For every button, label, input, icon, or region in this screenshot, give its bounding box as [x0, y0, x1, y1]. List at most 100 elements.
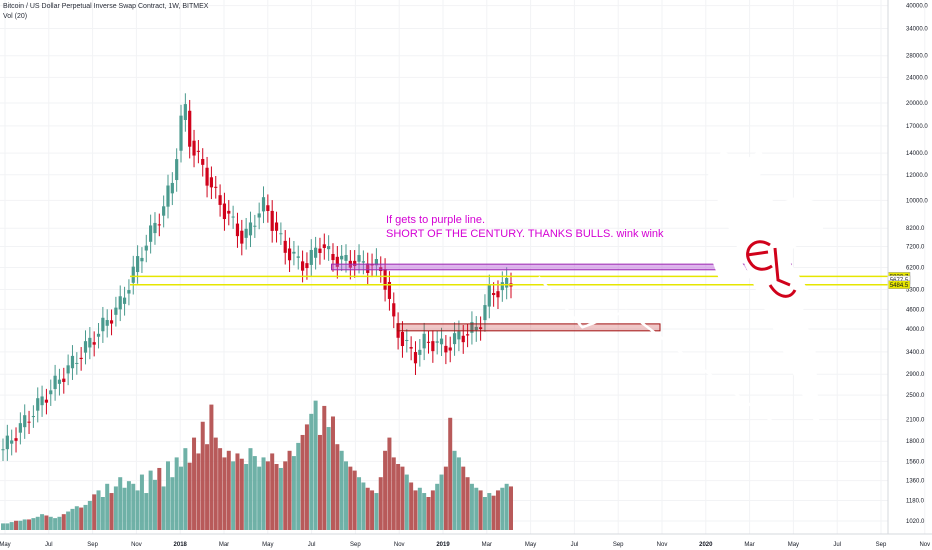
candle-body: [253, 225, 257, 227]
volume-bar: [170, 477, 175, 530]
volume-bar: [144, 493, 149, 530]
rocket-logo-e: [746, 240, 773, 271]
volume-bar: [435, 483, 440, 530]
volume-bar: [344, 461, 349, 530]
candle-body: [157, 224, 161, 226]
volume-bar: [244, 464, 249, 530]
volume-bar: [278, 467, 283, 530]
volume-bar: [200, 421, 205, 530]
volume-bar: [261, 457, 266, 530]
volume-bar: [61, 514, 66, 530]
candle-body: [357, 255, 361, 262]
volume-bar: [335, 444, 340, 530]
volume-bar: [448, 417, 453, 530]
price-tick-label: 3400.0: [906, 350, 925, 356]
volume-bar: [456, 457, 461, 530]
volume-bar: [35, 516, 40, 530]
volume-bar: [48, 516, 53, 530]
candle-body: [179, 115, 183, 151]
volume-bar: [300, 434, 305, 530]
volume-bar: [131, 483, 136, 530]
candle-body: [209, 177, 214, 188]
candle-body: [27, 421, 31, 423]
price-tick-label: 2900.0: [906, 372, 925, 378]
candle-body: [153, 222, 157, 234]
candle-body: [83, 341, 88, 353]
candle-body: [96, 333, 101, 337]
volume-bar: [9, 522, 14, 530]
candle-body: [101, 317, 105, 332]
volume-bar: [495, 490, 500, 530]
volume-bar: [348, 466, 353, 530]
candle-body: [379, 267, 383, 272]
candle-body: [240, 230, 244, 244]
candle-body: [192, 140, 196, 156]
volume-bar: [330, 416, 335, 530]
candle-body: [261, 197, 266, 212]
projection-line: [537, 276, 781, 429]
volume-bar: [1, 523, 5, 530]
candle-body: [444, 345, 448, 353]
volume-bar: [383, 450, 388, 530]
volume-bar: [18, 520, 23, 530]
volume-bar: [14, 520, 19, 530]
time-tick-label: May: [525, 542, 536, 548]
candle-body: [461, 335, 465, 343]
volume-bar: [31, 518, 36, 530]
volume-bar: [504, 483, 509, 530]
candle-body: [292, 251, 296, 254]
volume-bar: [500, 487, 505, 530]
volume-bar: [339, 450, 344, 530]
candle-body: [18, 423, 22, 433]
candle-body: [274, 222, 279, 231]
volume-bar: [100, 497, 105, 530]
candle-body: [340, 255, 344, 260]
candle-body: [426, 341, 431, 343]
price-tick-label: 2500.0: [906, 393, 925, 399]
volume-bar: [326, 427, 331, 530]
volume-bar: [126, 481, 131, 530]
annotation-line-2: SHORT OF THE CENTURY. THANKS BULLS. wink…: [386, 228, 664, 240]
candle-body: [374, 259, 379, 266]
candle-body: [335, 256, 339, 267]
candle-body: [344, 255, 348, 261]
rocket-drawing: [708, 150, 825, 435]
time-tick-label: Nov: [131, 542, 142, 548]
price-label: 5484.5: [887, 280, 911, 289]
candle-body: [201, 158, 205, 165]
volume-bar: [491, 495, 496, 530]
volume-bar: [66, 511, 71, 530]
candle-body: [435, 341, 439, 343]
candle-body: [474, 326, 478, 331]
volume-bar: [161, 486, 166, 530]
rocket-fin-right: [800, 196, 825, 240]
candle-body: [14, 438, 18, 441]
volume-bar: [57, 516, 62, 530]
volume-bar: [365, 487, 370, 530]
price-tick-label: 10000.0: [906, 198, 928, 204]
volume-bar: [179, 466, 184, 530]
volume-bar: [387, 437, 392, 530]
candle-body: [487, 285, 491, 307]
price-tick-label: 1560.0: [906, 459, 925, 465]
time-tick-label: 2020: [699, 542, 713, 548]
candlesticks: [1, 93, 513, 461]
candle-body: [235, 223, 240, 237]
rocket-logo-l: [768, 247, 797, 298]
volume-bar: [248, 448, 253, 530]
candle-body: [44, 399, 49, 403]
time-tick-label: Mar: [482, 542, 492, 548]
price-tick-label: 6200.0: [906, 266, 925, 272]
volume-bar: [469, 483, 474, 530]
volume-bar: [96, 490, 101, 530]
volume-bar: [174, 457, 179, 530]
candle-body: [370, 264, 374, 266]
volume-bar: [157, 467, 162, 530]
candle-body: [457, 331, 461, 340]
candle-body: [66, 365, 70, 374]
time-tick-label: May: [262, 542, 273, 548]
volume-bar: [357, 477, 362, 530]
candle-body: [452, 333, 457, 345]
candle-body: [188, 110, 192, 147]
volume-bar: [265, 461, 270, 530]
